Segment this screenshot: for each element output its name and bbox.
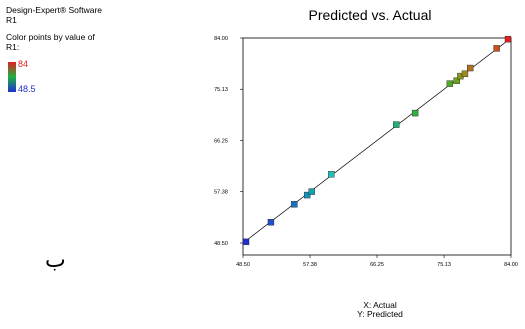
data-point: [446, 80, 454, 87]
data-point: [291, 201, 298, 208]
y-tick-label: 66.25: [214, 139, 228, 145]
x-tick-label: 75.13: [437, 262, 451, 268]
color-gradient-bar: [8, 62, 16, 92]
software-title: Design-Expert® Software R1: [6, 5, 102, 25]
data-point: [328, 171, 335, 178]
data-point: [308, 188, 315, 195]
x-tick-label: 66.25: [370, 262, 384, 268]
color-caption-line1: Color points by value of: [6, 32, 95, 42]
y-tick-label: 57.38: [214, 190, 228, 196]
data-point: [453, 77, 460, 84]
y-axis-caption: Y: Predicted: [357, 309, 403, 319]
data-point: [411, 109, 419, 117]
data-point: [461, 70, 469, 78]
data-point: [467, 64, 474, 72]
y-tick-label: 48.50: [214, 241, 228, 247]
x-axis-caption: X: Actual: [363, 300, 397, 310]
chart-title: Predicted vs. Actual: [308, 7, 432, 23]
data-point: [267, 219, 275, 226]
legend-min-label: 48.5: [18, 84, 36, 94]
color-caption-line2: R1:: [6, 42, 20, 52]
data-point: [493, 45, 500, 52]
x-tick-label: 57.38: [303, 262, 317, 268]
axis-ticks: 48.50 57.38 66.25 75.13 84.00 48.50 57.38 66.25…: [214, 36, 518, 268]
data-point: [303, 191, 311, 199]
data-point: [393, 121, 400, 128]
x-tick-label: 84.00: [504, 262, 518, 268]
y-tick-label: 84.00: [214, 36, 228, 42]
y-tick-label: 75.13: [214, 87, 228, 93]
data-point: [504, 35, 512, 43]
response-name: R1: [6, 15, 17, 25]
data-points: [242, 35, 512, 246]
legend-max-label: 84: [18, 59, 29, 69]
color-legend-caption: Color points by value of R1:: [6, 32, 95, 52]
software-name: Design-Expert® Software: [6, 5, 103, 15]
data-point: [242, 238, 250, 246]
figure-label: ب: [45, 248, 66, 273]
x-tick-label: 48.50: [236, 262, 250, 268]
